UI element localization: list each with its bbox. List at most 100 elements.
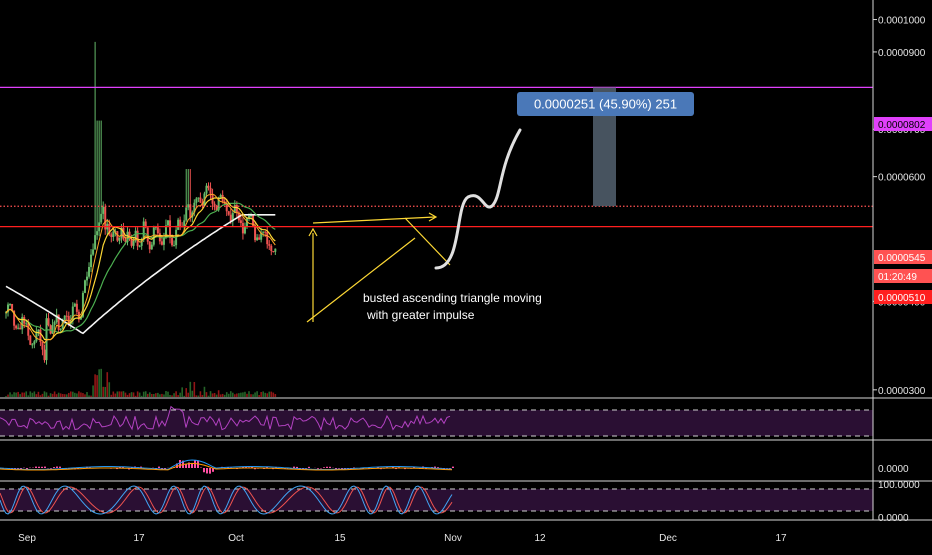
candle-body xyxy=(86,277,88,281)
candle-body xyxy=(171,238,173,245)
rsi-pane xyxy=(0,407,873,436)
volume-bar xyxy=(232,393,234,397)
volume-bar xyxy=(48,396,50,397)
candle-body xyxy=(31,344,33,345)
volume-bar xyxy=(151,394,153,397)
macd-histogram-bar xyxy=(329,467,331,468)
volume-bar xyxy=(17,392,19,397)
volume-bar xyxy=(194,382,196,397)
volume-bar xyxy=(145,391,147,397)
candle-body xyxy=(27,323,29,335)
volume-bar xyxy=(234,394,236,397)
volume-bar xyxy=(60,393,62,397)
price-label: 01:20:49 xyxy=(874,269,932,283)
volume-bar xyxy=(266,393,268,397)
volume-bar xyxy=(21,393,23,397)
triangle-drawing xyxy=(307,213,450,322)
volume-bar xyxy=(228,394,230,397)
volume-bar xyxy=(230,391,232,397)
volume-bar xyxy=(149,392,151,397)
macd-histogram-bar xyxy=(326,467,328,468)
candle-body xyxy=(187,204,189,207)
stoch-axis-top-label: 100.0000 xyxy=(878,480,920,491)
measure-label: 0.0000251 (45.90%) 251 xyxy=(517,92,694,116)
candle-body xyxy=(173,245,175,246)
time-tick-label: Nov xyxy=(444,533,462,544)
volume-bar xyxy=(139,393,141,397)
volume-bar xyxy=(123,391,125,397)
volume-bar xyxy=(226,392,228,397)
volume-bar xyxy=(220,394,222,397)
volume-bar xyxy=(42,394,44,397)
volume-bar xyxy=(161,394,163,397)
volume-bar xyxy=(155,393,157,397)
volume-bar xyxy=(202,395,204,397)
candle-body xyxy=(256,237,258,240)
price-tick-label: 0.0000600 xyxy=(878,173,926,184)
volume-bar xyxy=(273,393,275,397)
candle-body xyxy=(226,204,228,211)
volume-bar xyxy=(76,393,78,397)
volume-bar xyxy=(185,388,187,397)
candle-body xyxy=(266,232,268,244)
candle-body xyxy=(66,316,68,317)
volume-bar xyxy=(254,392,256,397)
candle-body xyxy=(118,238,120,241)
stoch-axis-bottom-label: 0.0000 xyxy=(878,513,909,524)
volume-bar xyxy=(96,375,98,397)
macd-histogram-bar xyxy=(50,468,52,469)
price-axis: 0.00010000.00009000.00007000.00006000.00… xyxy=(873,16,932,524)
annotation-line-1: busted ascending triangle moving xyxy=(363,291,542,305)
candle-body xyxy=(110,234,112,237)
volume-bar xyxy=(125,393,127,397)
volume-bar xyxy=(141,396,143,397)
candle-body xyxy=(151,245,153,250)
volume-bar xyxy=(171,395,173,397)
volume-bar xyxy=(224,395,226,397)
volume-bar xyxy=(127,395,129,397)
candle-body xyxy=(230,215,232,221)
ma-green-line xyxy=(6,203,275,332)
volume-bar xyxy=(68,393,70,397)
volume-bar xyxy=(90,396,92,397)
triangle-break-line xyxy=(405,218,450,265)
volume-bar xyxy=(34,391,36,397)
candle-body xyxy=(43,350,45,361)
macd-histogram-bar xyxy=(179,460,181,468)
volume-bar xyxy=(189,382,191,397)
candle-body xyxy=(161,241,163,244)
volume-bar xyxy=(256,391,258,397)
volume-bar xyxy=(119,391,121,397)
macd-histogram-bar xyxy=(53,467,55,468)
volume-bar xyxy=(56,394,58,397)
macd-histogram-bar xyxy=(38,467,40,468)
macd-histogram-bar xyxy=(209,468,211,474)
volume-bar xyxy=(258,395,260,397)
volume-bar xyxy=(9,392,11,397)
candle-body xyxy=(197,198,199,199)
candle-body xyxy=(254,226,256,240)
volume-bar xyxy=(179,393,181,397)
volume-bar xyxy=(264,393,266,397)
volume-bar xyxy=(165,391,167,397)
macd-histogram-bar xyxy=(191,464,193,468)
candle-body xyxy=(228,211,230,214)
volume-bar xyxy=(100,369,102,397)
candle-body xyxy=(139,246,141,247)
volume-bar xyxy=(78,391,80,397)
volume-bar xyxy=(159,394,161,397)
volume-bar xyxy=(84,394,86,397)
time-tick-label: Oct xyxy=(228,533,244,544)
volume-bar xyxy=(111,395,113,397)
volume-bar xyxy=(252,394,254,397)
volume-bar xyxy=(44,391,46,397)
macd-pane xyxy=(0,460,454,474)
macd-histogram-bar xyxy=(59,467,61,468)
macd-axis-label: 0.0000 xyxy=(878,464,909,475)
volume-bar xyxy=(214,393,216,397)
price-tick-label: 0.0000300 xyxy=(878,386,926,397)
candle-body xyxy=(268,244,270,246)
volume-bar xyxy=(143,392,145,397)
